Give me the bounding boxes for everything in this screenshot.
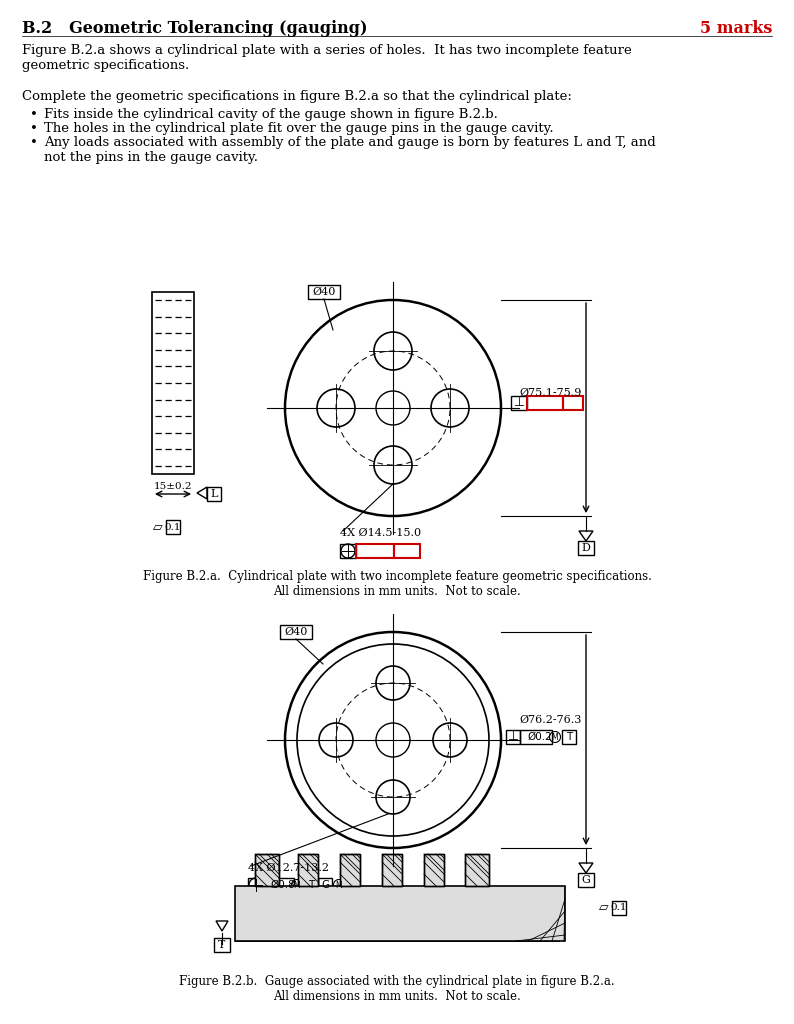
Text: •: •: [30, 108, 38, 121]
Bar: [424, 854, 444, 886]
Text: ⊥: ⊥: [514, 396, 525, 410]
Text: 0.1: 0.1: [611, 903, 627, 912]
Bar: [280, 625, 312, 639]
Bar: [166, 520, 180, 534]
Bar: [511, 396, 527, 410]
Bar: [612, 901, 626, 915]
Bar: [578, 541, 594, 555]
Text: Figure B.2.a shows a cylindrical plate with a series of holes.  It has two incom: Figure B.2.a shows a cylindrical plate w…: [22, 44, 632, 72]
Text: Figure B.2.b.  Gauge associated with the cylindrical plate in figure B.2.a.
All : Figure B.2.b. Gauge associated with the …: [179, 975, 615, 1002]
Bar: [356, 544, 394, 558]
Bar: [520, 730, 552, 744]
Text: M: M: [552, 732, 558, 741]
Text: G: G: [321, 880, 329, 890]
Text: Ø40: Ø40: [312, 287, 336, 297]
Text: Figure B.2.a.  Cylindrical plate with two incomplete feature geometric specifica: Figure B.2.a. Cylindrical plate with two…: [143, 570, 651, 598]
Text: D: D: [581, 543, 591, 553]
Bar: [424, 854, 444, 886]
Bar: [562, 730, 576, 744]
Bar: [152, 292, 194, 474]
Bar: [506, 730, 520, 744]
Bar: [394, 544, 420, 558]
Bar: [255, 854, 279, 886]
Text: 4X Ø12.7-13.2: 4X Ø12.7-13.2: [248, 863, 329, 873]
Text: ⊥: ⊥: [507, 730, 518, 743]
Text: Ø75.1-75.9: Ø75.1-75.9: [519, 388, 582, 398]
Text: Ø0.8: Ø0.8: [270, 880, 295, 890]
Text: ▱: ▱: [599, 901, 609, 914]
Text: T: T: [308, 880, 314, 890]
Text: M: M: [336, 881, 342, 890]
Text: Ø76.2-76.3: Ø76.2-76.3: [519, 715, 582, 725]
Text: •: •: [30, 136, 38, 150]
Bar: [465, 854, 489, 886]
Text: Ø0.2: Ø0.2: [527, 732, 552, 742]
Bar: [563, 396, 583, 410]
Text: Fits inside the cylindrical cavity of the gauge shown in figure B.2.b.: Fits inside the cylindrical cavity of th…: [44, 108, 498, 121]
Bar: [340, 544, 356, 558]
Bar: [340, 854, 360, 886]
Bar: [264, 878, 294, 892]
Bar: [382, 854, 402, 886]
Text: Any loads associated with assembly of the plate and gauge is born by features L : Any loads associated with assembly of th…: [44, 136, 656, 164]
Bar: [248, 878, 264, 892]
Text: 15±0.2: 15±0.2: [154, 482, 192, 490]
Bar: [578, 873, 594, 887]
Bar: [255, 854, 279, 886]
Bar: [298, 854, 318, 886]
Text: M: M: [294, 881, 300, 890]
Bar: [304, 878, 318, 892]
Text: •: •: [30, 122, 38, 135]
Bar: [527, 396, 563, 410]
Text: Complete the geometric specifications in figure B.2.a so that the cylindrical pl: Complete the geometric specifications in…: [22, 90, 572, 103]
Text: 4X Ø14.5-15.0: 4X Ø14.5-15.0: [340, 528, 421, 538]
Text: 0.1: 0.1: [164, 522, 181, 531]
Text: B.2   Geometric Tolerancing (gauging): B.2 Geometric Tolerancing (gauging): [22, 20, 368, 37]
Text: ▱: ▱: [153, 520, 163, 534]
Bar: [318, 878, 332, 892]
Text: The holes in the cylindrical plate fit over the gauge pins in the gauge cavity.: The holes in the cylindrical plate fit o…: [44, 122, 553, 135]
Text: L: L: [210, 489, 218, 499]
Bar: [382, 854, 402, 886]
Bar: [235, 886, 565, 941]
Bar: [207, 487, 221, 501]
Bar: [214, 938, 230, 952]
Text: T: T: [566, 732, 572, 742]
Bar: [308, 285, 340, 299]
Text: T: T: [218, 940, 225, 950]
Bar: [298, 854, 318, 886]
Bar: [340, 854, 360, 886]
Text: G: G: [581, 874, 591, 885]
Text: Ø40: Ø40: [284, 627, 308, 637]
Bar: [465, 854, 489, 886]
Text: 5 marks: 5 marks: [700, 20, 772, 37]
